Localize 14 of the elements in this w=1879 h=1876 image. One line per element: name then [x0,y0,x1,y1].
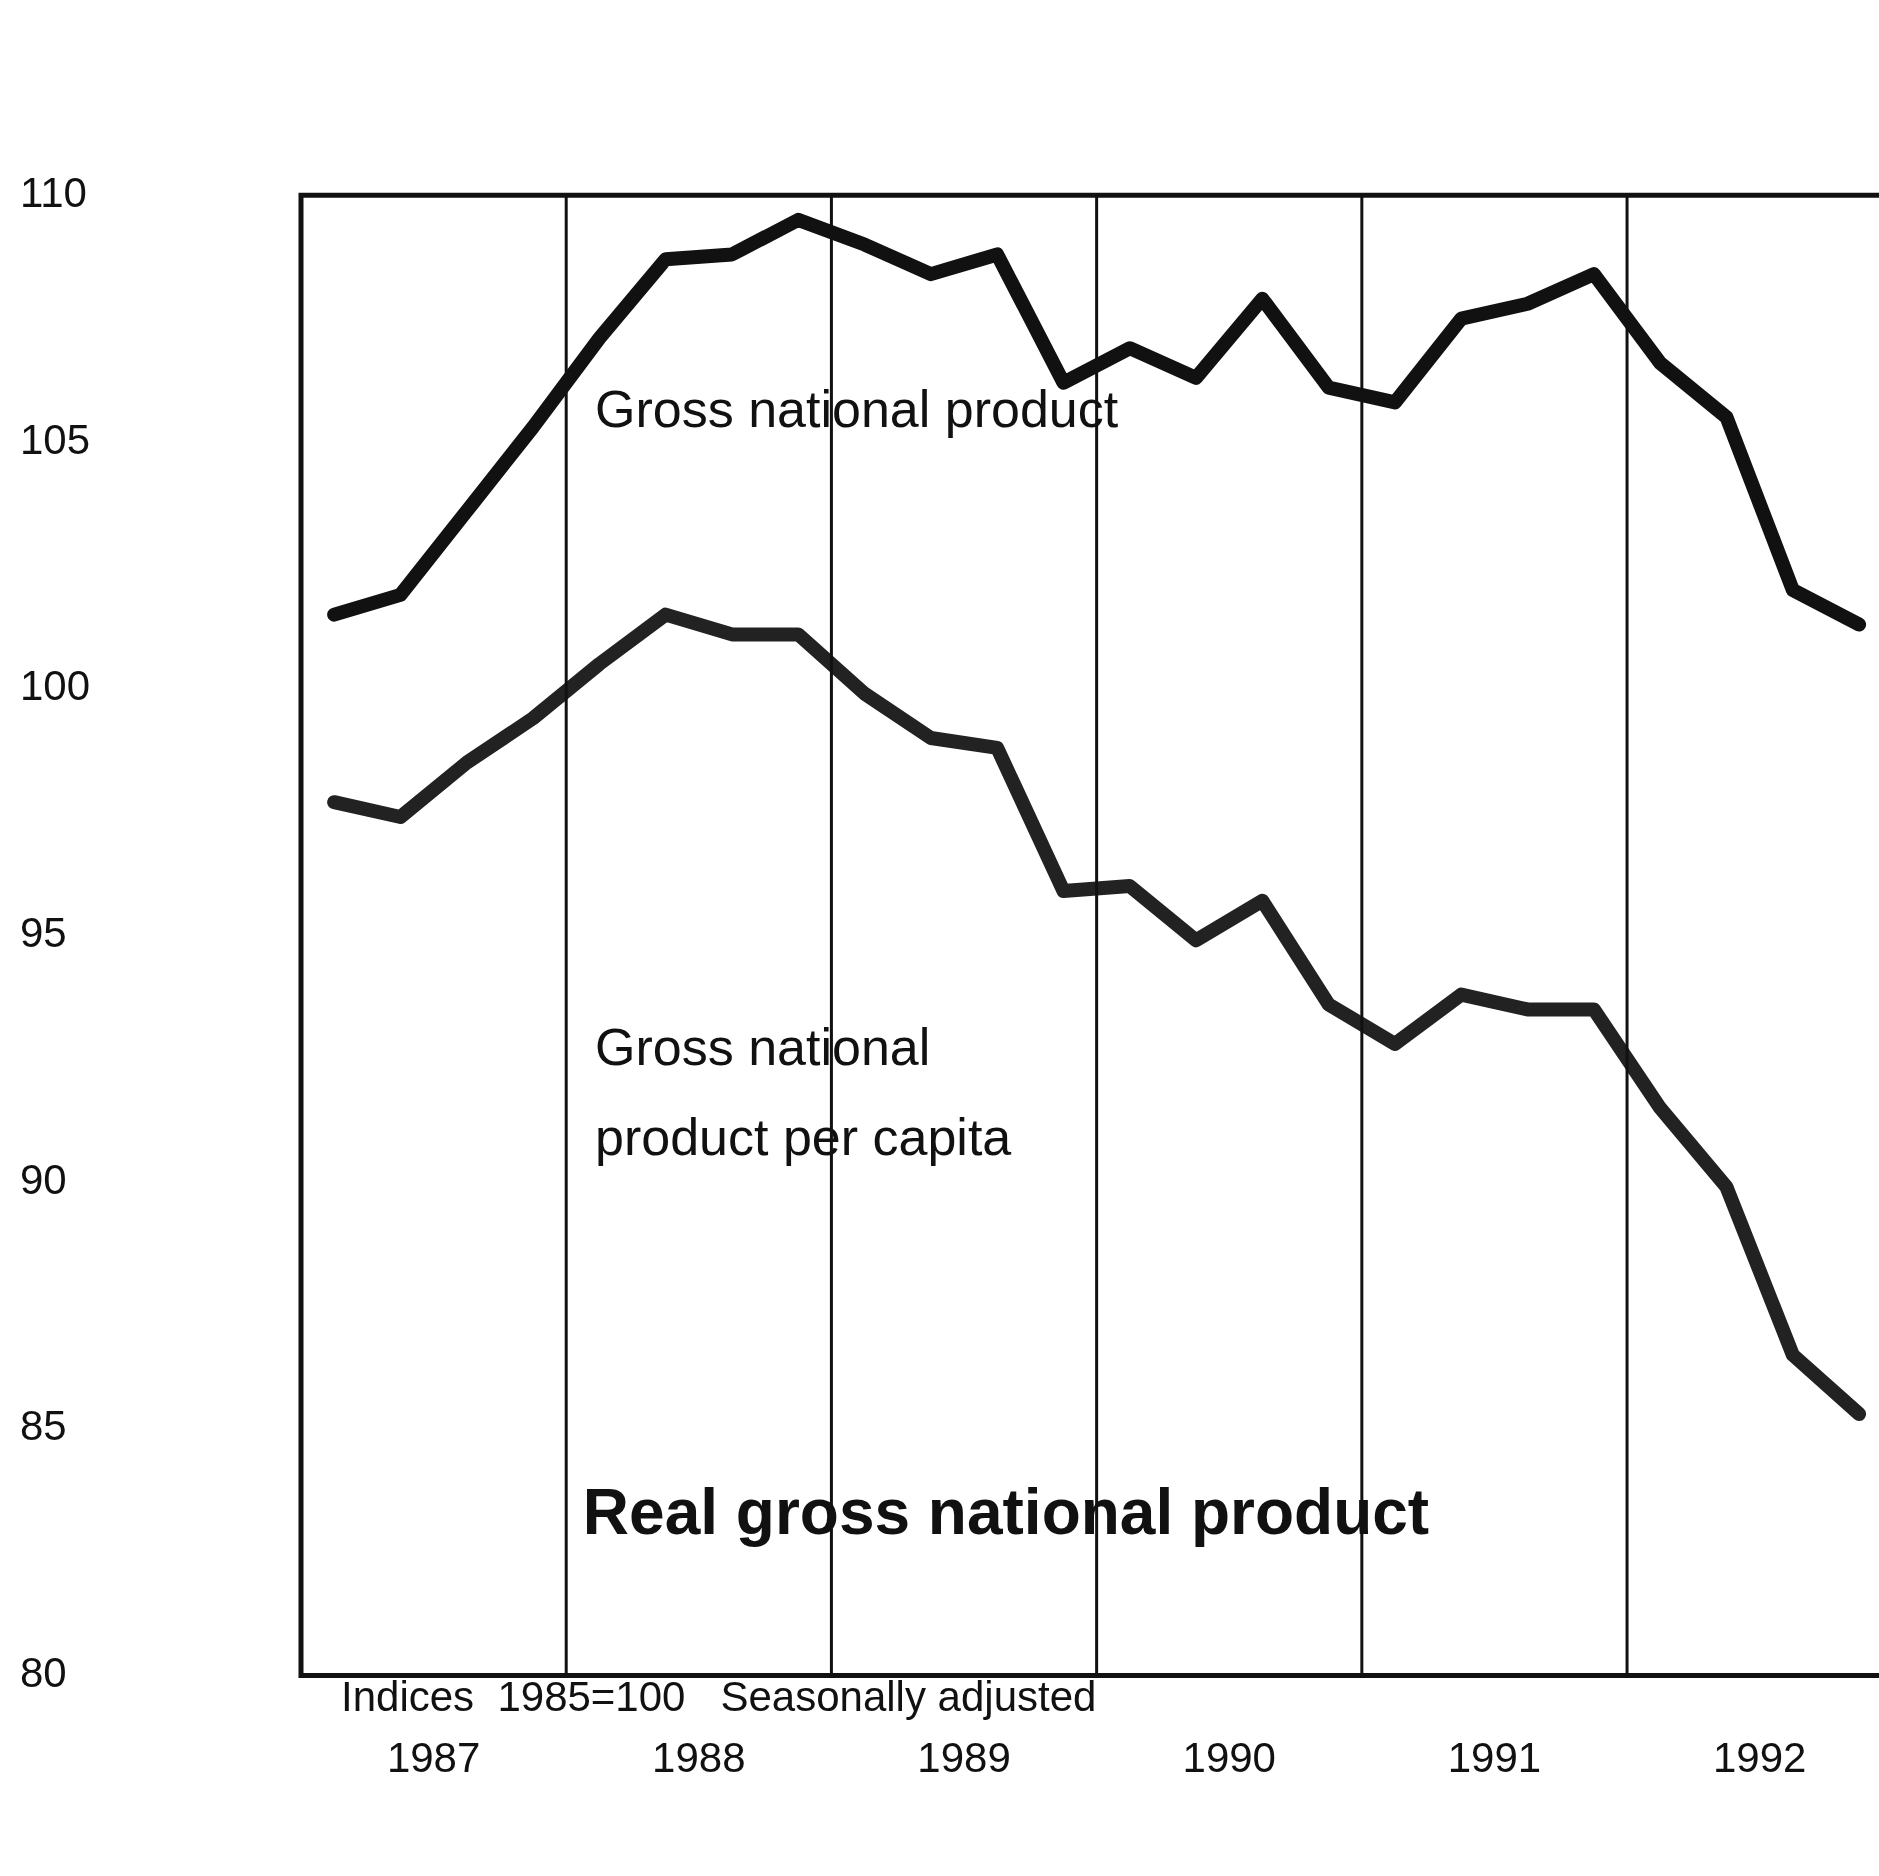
y-tick-label: 85 [20,1402,67,1450]
y-tick-label: 100 [20,662,91,710]
x-tick-label: 1991 [1447,1734,1542,1782]
y-tick-label: 105 [20,415,91,463]
y-tick-label: 110 [20,168,87,216]
y-tick-label: 95 [20,908,67,956]
x-tick-label: 1990 [1182,1734,1276,1782]
text: Indices 1985=100 Seasonally adjusted [341,1672,1097,1720]
x-tick-label: 1992 [1712,1734,1807,1782]
y-tick-label: 80 [20,1649,67,1697]
x-tick-label: 1988 [652,1734,746,1782]
y-tick-label: 90 [20,1155,67,1203]
x-tick-label: 1989 [917,1734,1011,1782]
x-tick-label: 1987 [386,1734,481,1782]
